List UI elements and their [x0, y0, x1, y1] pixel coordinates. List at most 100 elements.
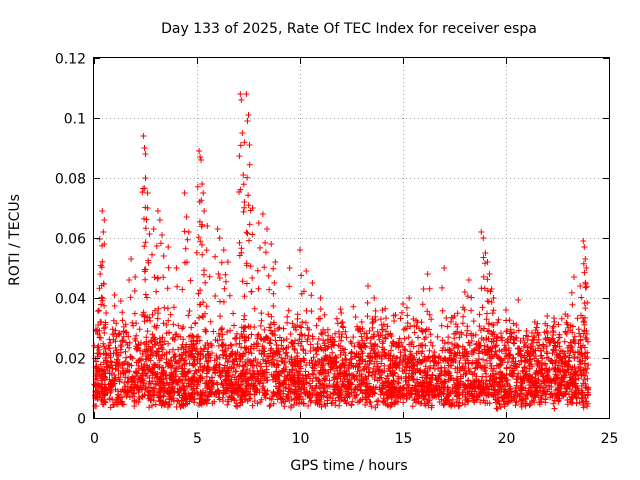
data-point [265, 272, 272, 279]
data-point [534, 339, 540, 346]
data-point [552, 359, 559, 366]
data-point [100, 340, 107, 347]
data-point [404, 312, 411, 319]
y-tick-label: 0.12 [55, 52, 86, 68]
data-point [161, 338, 168, 345]
data-point [384, 372, 391, 379]
data-point [388, 379, 395, 386]
data-point [248, 331, 255, 338]
data-point [526, 356, 533, 363]
data-point [324, 345, 331, 352]
data-point [239, 278, 246, 285]
data-point [494, 319, 501, 326]
data-point [165, 317, 172, 324]
data-point [151, 323, 158, 330]
data-point [257, 373, 264, 379]
data-point [483, 357, 490, 364]
data-point [99, 242, 106, 249]
data-point [503, 317, 510, 324]
data-point [321, 340, 328, 347]
data-point [294, 369, 301, 376]
data-point [479, 385, 486, 391]
data-point [127, 394, 133, 401]
data-point [372, 350, 379, 357]
data-point [259, 369, 266, 376]
data-point [344, 378, 351, 385]
data-point [515, 327, 522, 334]
data-point [454, 310, 461, 317]
data-point [162, 372, 169, 379]
data-point [442, 397, 449, 404]
data-point [549, 350, 556, 357]
data-point [340, 324, 347, 331]
data-point [374, 377, 381, 384]
data-point [323, 392, 330, 399]
data-point [338, 333, 345, 340]
data-point [383, 315, 389, 322]
data-point [312, 399, 319, 406]
data-point [261, 264, 268, 271]
data-point [216, 275, 223, 281]
data-point [566, 342, 572, 349]
data-point [451, 388, 457, 395]
data-point [247, 346, 254, 352]
data-point [376, 336, 383, 343]
data-point [489, 372, 495, 379]
data-point [294, 315, 301, 322]
data-point [303, 375, 310, 382]
data-point [396, 385, 403, 392]
data-point [405, 334, 412, 341]
data-point [375, 397, 382, 404]
data-point [140, 309, 147, 316]
data-point [288, 376, 295, 383]
data-point [407, 391, 414, 398]
data-point [141, 185, 148, 192]
data-point [328, 400, 335, 407]
data-point [144, 328, 151, 335]
data-point [523, 372, 530, 379]
data-point [580, 380, 587, 387]
data-point [219, 341, 226, 348]
data-point [156, 217, 163, 223]
data-point [333, 358, 340, 365]
data-point [263, 363, 270, 370]
data-point [384, 323, 391, 330]
data-point [131, 310, 138, 317]
data-point [454, 369, 461, 376]
data-point [416, 392, 423, 399]
data-point [523, 328, 530, 334]
data-point [427, 358, 434, 365]
data-point [221, 285, 228, 292]
data-point [331, 338, 338, 345]
data-point [272, 259, 279, 265]
data-point [140, 372, 147, 379]
data-point [421, 336, 428, 342]
data-point [418, 327, 425, 334]
data-point [527, 343, 534, 350]
data-point [120, 333, 127, 340]
data-point [195, 351, 202, 358]
data-point [317, 306, 324, 312]
data-point [431, 387, 437, 394]
data-point [439, 347, 446, 354]
data-point [335, 342, 342, 349]
data-point [492, 399, 499, 406]
data-point [499, 382, 506, 389]
data-point [460, 304, 467, 311]
data-point [312, 358, 319, 365]
data-point [309, 360, 316, 367]
data-point [577, 361, 584, 368]
data-point [333, 381, 340, 388]
data-point [465, 377, 472, 384]
data-point [172, 358, 179, 365]
data-point [249, 205, 256, 211]
data-point [274, 396, 281, 403]
data-point [125, 374, 132, 381]
data-point [144, 367, 151, 373]
data-point [242, 344, 249, 351]
data-point [336, 369, 343, 376]
data-point [146, 374, 153, 381]
data-point [241, 312, 248, 319]
data-point [213, 379, 220, 386]
data-point [476, 311, 483, 318]
